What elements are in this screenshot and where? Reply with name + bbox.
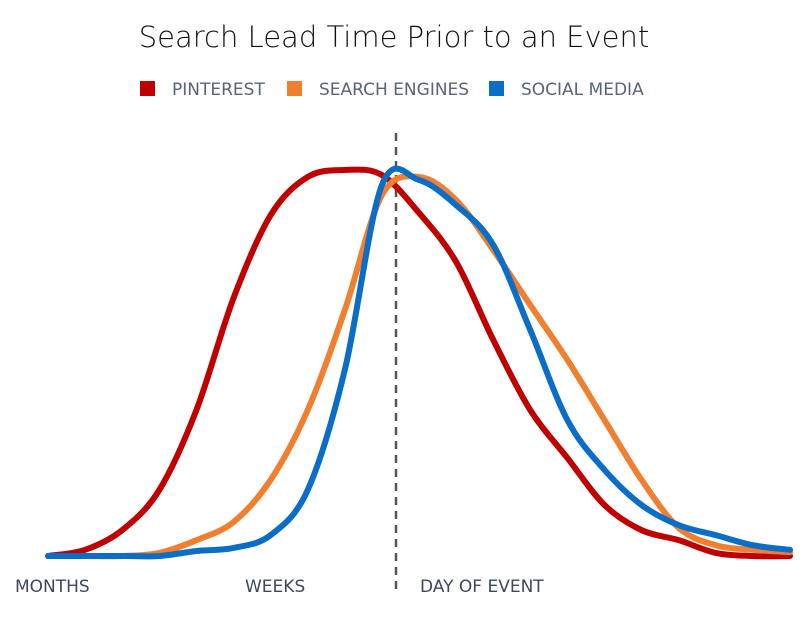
x-label-months: MONTHS (15, 577, 90, 597)
series-line-social-media (45, 165, 793, 560)
x-label-day-of-event: DAY OF EVENT (420, 577, 544, 597)
series-lines (45, 165, 793, 560)
legend-swatch (489, 81, 504, 96)
series-line-pinterest (45, 166, 793, 560)
legend-swatch (140, 81, 155, 96)
legend-label: PINTEREST (172, 80, 265, 100)
x-label-weeks: WEEKS (245, 577, 305, 597)
legend-label: SEARCH ENGINES (319, 80, 469, 100)
legend-label: SOCIAL MEDIA (521, 80, 644, 100)
chart-title: Search Lead Time Prior to an Event (139, 20, 650, 54)
legend-swatch (287, 81, 302, 96)
legend: PINTEREST SEARCH ENGINES SOCIAL MEDIA (140, 80, 644, 100)
series-line-search-engines (45, 173, 793, 560)
